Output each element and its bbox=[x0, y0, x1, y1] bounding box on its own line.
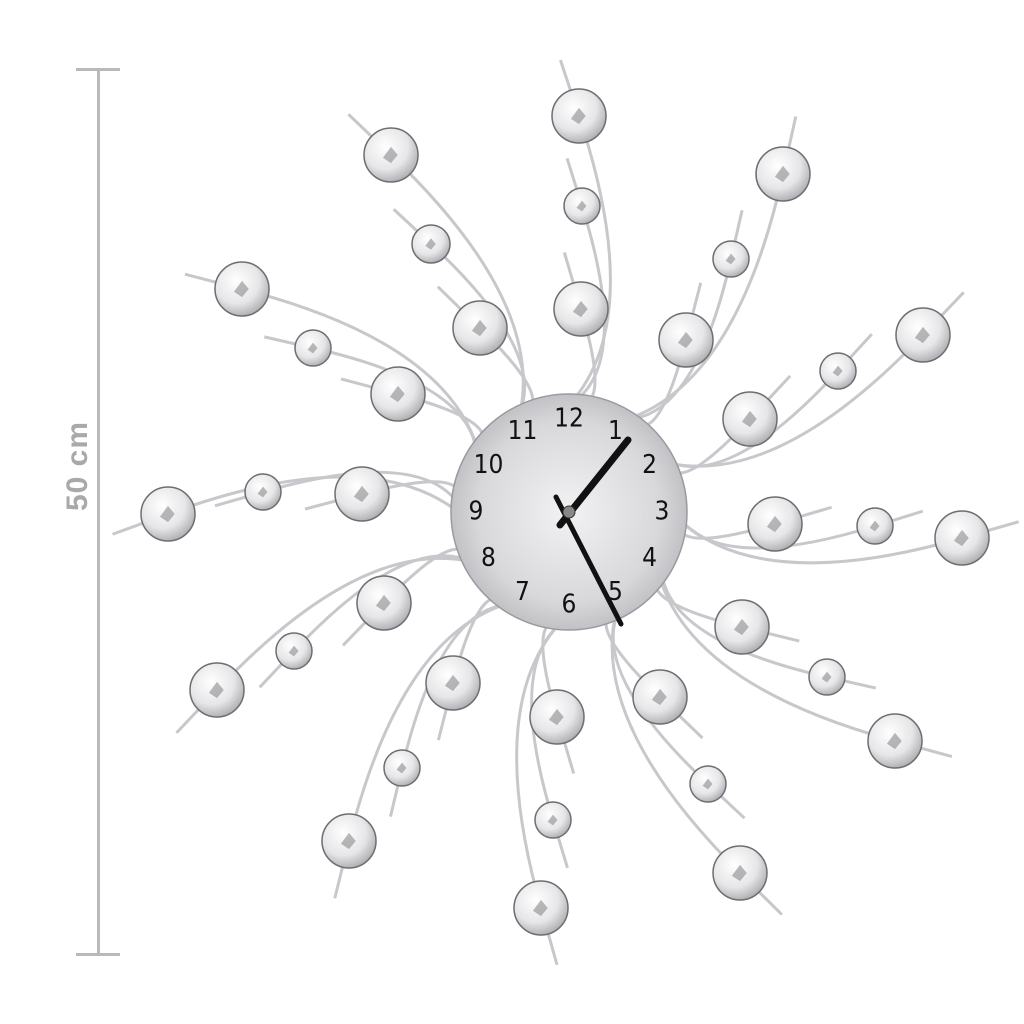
wire-ray bbox=[657, 574, 953, 759]
wire-ray bbox=[258, 554, 472, 689]
crystal-facet bbox=[651, 688, 667, 706]
wire-ray bbox=[660, 571, 877, 690]
crystal-facet bbox=[914, 326, 930, 344]
wire-ray bbox=[214, 470, 461, 508]
clock-numeral: 7 bbox=[515, 577, 530, 607]
crystal-facet bbox=[570, 107, 586, 125]
wire-ray bbox=[175, 556, 472, 734]
crystal-facet bbox=[382, 146, 398, 164]
wire-ray bbox=[558, 59, 612, 404]
clock-numeral: 8 bbox=[481, 543, 496, 573]
wire-ray bbox=[628, 209, 744, 421]
crystal-facet bbox=[547, 814, 558, 826]
crystal-facet bbox=[425, 238, 436, 250]
crystal-facet bbox=[396, 762, 407, 774]
crystal-facet bbox=[702, 778, 713, 790]
crystal-facet bbox=[159, 505, 175, 523]
crystal-facet bbox=[821, 671, 832, 683]
clock-numeral: 5 bbox=[608, 577, 623, 607]
clock-numeral: 2 bbox=[642, 450, 657, 480]
wire-ray bbox=[263, 335, 478, 453]
crystal-facet bbox=[444, 674, 460, 692]
dimension-tick-bottom bbox=[76, 953, 120, 956]
crystal-facet bbox=[532, 899, 548, 917]
crystals bbox=[140, 88, 990, 936]
wire-ray bbox=[515, 620, 563, 966]
crystal-facet bbox=[208, 681, 224, 699]
clock-numeral: 9 bbox=[469, 497, 484, 527]
crystal-facet bbox=[832, 365, 843, 377]
clock-numeral: 3 bbox=[655, 497, 670, 527]
crystal-facet bbox=[886, 732, 902, 750]
crystal-facet bbox=[307, 342, 318, 354]
crystal-facet bbox=[257, 486, 268, 498]
clock-numeral: 4 bbox=[642, 543, 657, 573]
hand-pivot bbox=[562, 505, 576, 519]
clock-numeral: 6 bbox=[562, 590, 577, 620]
crystal-facet bbox=[471, 319, 487, 337]
minute-hand bbox=[553, 494, 624, 627]
crystal-facet bbox=[741, 410, 757, 428]
crystal-facet bbox=[288, 645, 299, 657]
crystal-facet bbox=[731, 864, 747, 882]
crystal-facet bbox=[677, 331, 693, 349]
crystal-facet bbox=[548, 708, 564, 726]
crystal-facet bbox=[576, 200, 587, 212]
crystal-facet bbox=[766, 515, 782, 533]
crystal-facet bbox=[389, 385, 405, 403]
crystal-facet bbox=[233, 280, 249, 298]
wire-ray bbox=[565, 157, 606, 404]
clock-numeral: 11 bbox=[508, 416, 538, 446]
clock-numeral: 1 bbox=[608, 416, 623, 446]
crystal-facet bbox=[353, 485, 369, 503]
crystal-facet bbox=[869, 520, 880, 532]
crystal-facet bbox=[340, 832, 356, 850]
crystal-facet bbox=[725, 253, 736, 265]
crystal-facet bbox=[733, 618, 749, 636]
wire-ray bbox=[627, 116, 798, 421]
crystal-facet bbox=[572, 300, 588, 318]
crystal-facet bbox=[375, 594, 391, 612]
wire-ray bbox=[333, 602, 509, 899]
clock-numeral: 10 bbox=[474, 450, 504, 480]
crystal-facet bbox=[953, 529, 969, 547]
dimension-tick-top bbox=[76, 68, 120, 71]
wire-ray bbox=[392, 208, 527, 415]
wire-ray bbox=[610, 611, 783, 916]
crystal-facet bbox=[774, 165, 790, 183]
clock-numeral: 12 bbox=[554, 404, 584, 434]
wire-ray bbox=[665, 333, 873, 469]
wire-ray bbox=[677, 518, 1020, 565]
dimension-line bbox=[97, 70, 100, 955]
